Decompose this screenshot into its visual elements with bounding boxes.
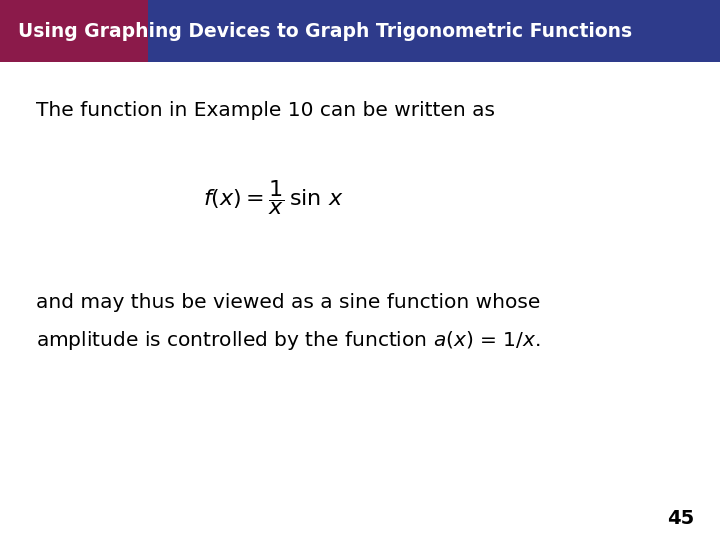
Text: and may thus be viewed as a sine function whose: and may thus be viewed as a sine functio… [36,293,541,312]
Text: $f(x) = \dfrac{1}{x}\,\sin\,x$: $f(x) = \dfrac{1}{x}\,\sin\,x$ [203,178,344,217]
Text: amplitude is controlled by the function $a$($x$) = 1/$x$.: amplitude is controlled by the function … [36,329,541,352]
Text: Using Graphing Devices to Graph Trigonometric Functions: Using Graphing Devices to Graph Trigonom… [18,22,632,40]
Text: 45: 45 [667,509,695,528]
Text: The function in Example 10 can be written as: The function in Example 10 can be writte… [36,101,495,120]
FancyBboxPatch shape [0,0,720,62]
FancyBboxPatch shape [0,0,148,62]
